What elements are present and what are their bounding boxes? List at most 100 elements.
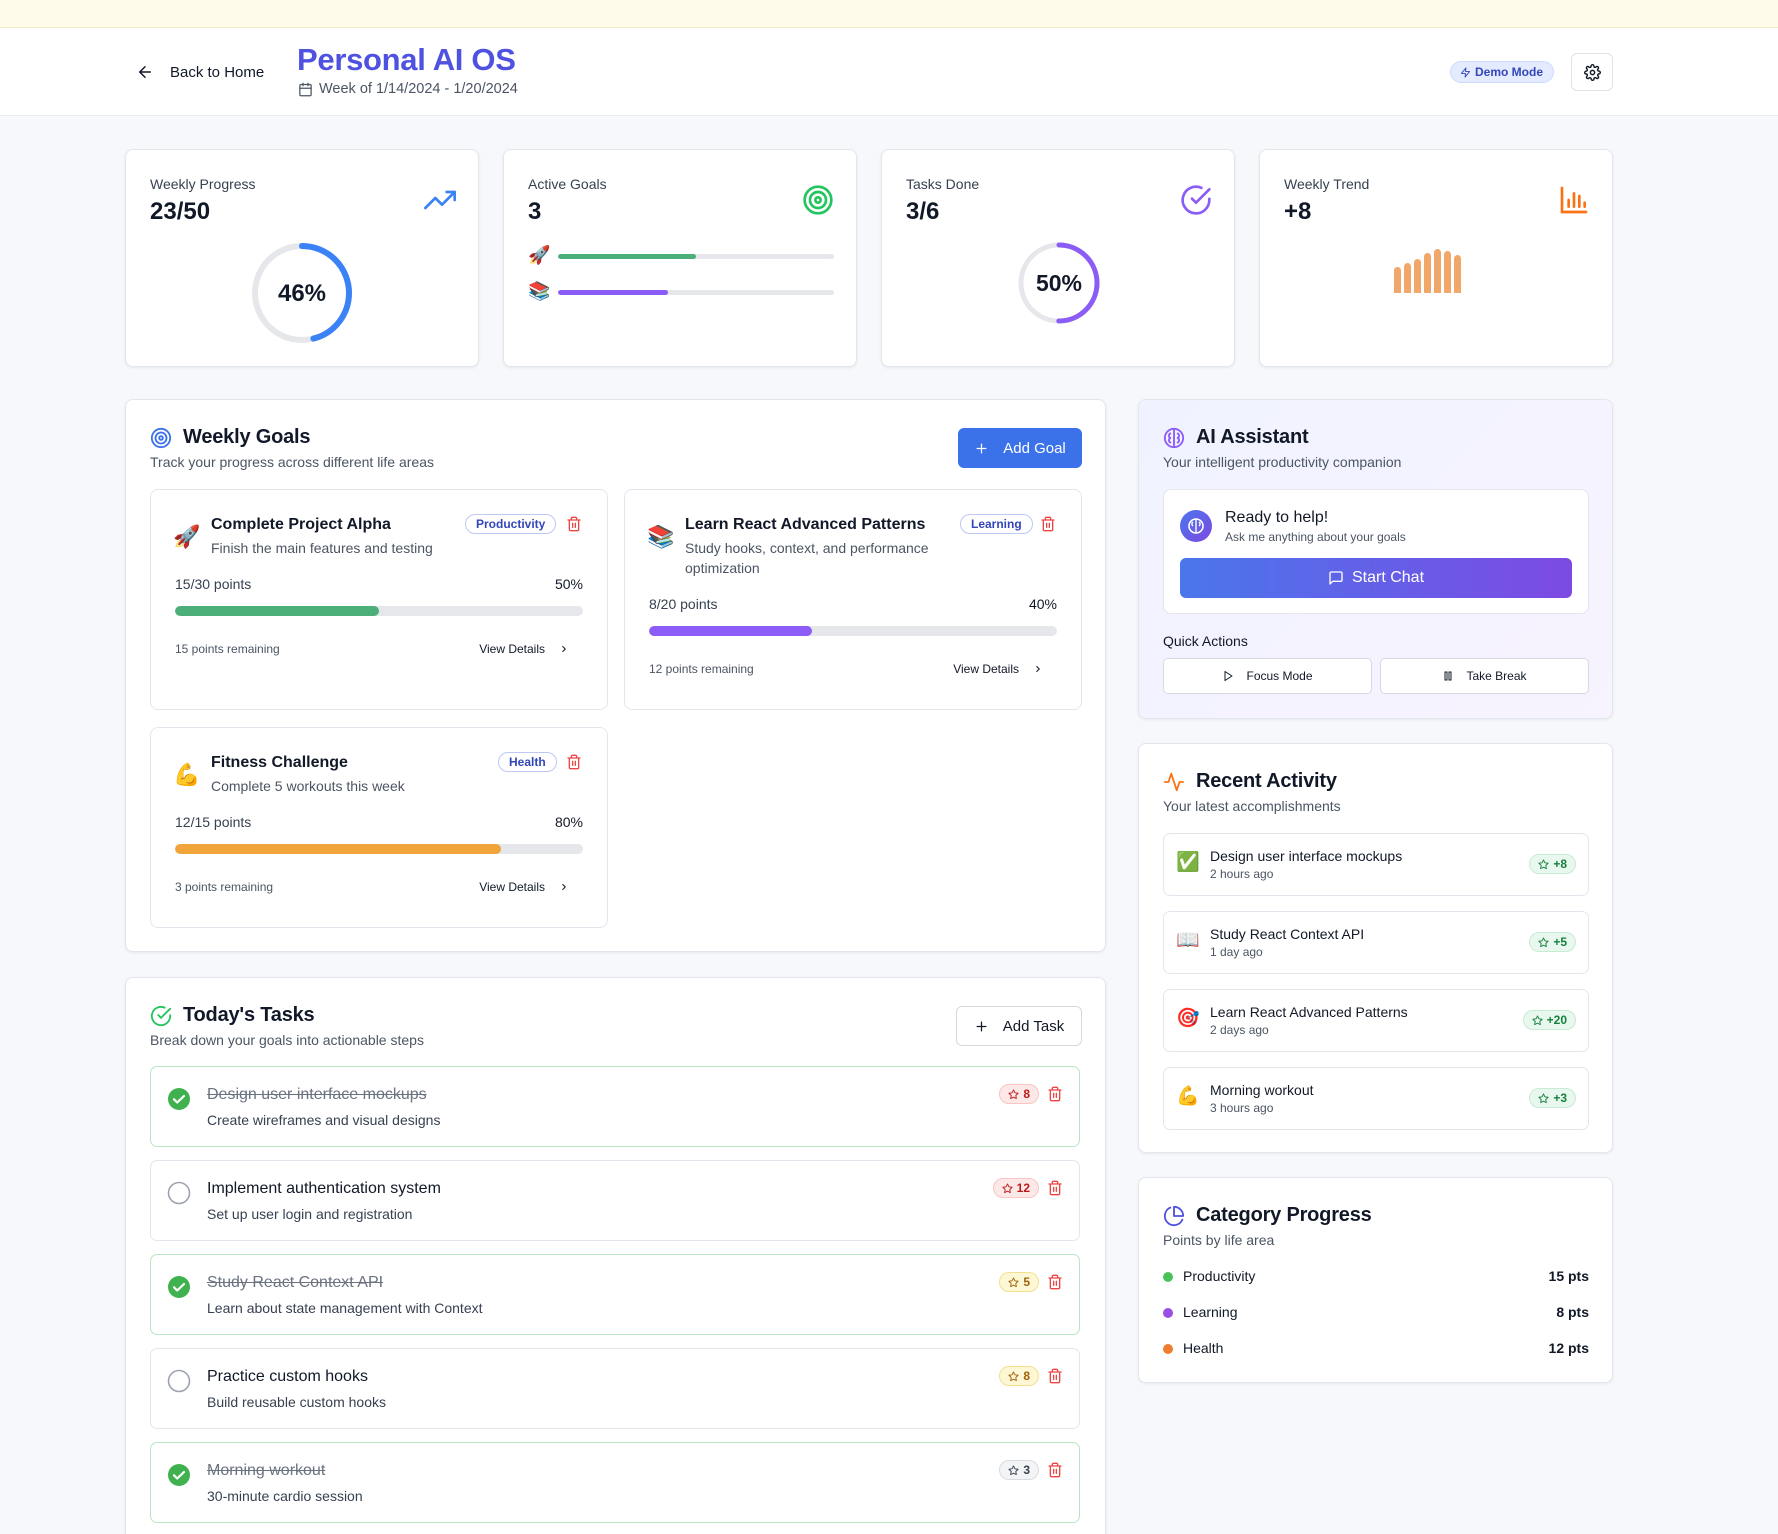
back-label: Back to Home (170, 63, 265, 81)
activity-title: Design user interface mockups (1210, 848, 1403, 864)
category-dot (1163, 1344, 1173, 1354)
category-name: Health (1183, 1340, 1224, 1356)
goal-remaining: 3 points remaining (175, 880, 274, 894)
checked-circle-icon[interactable] (167, 1275, 191, 1299)
checked-circle-icon[interactable] (167, 1087, 191, 1111)
view-details-label: View Details (479, 642, 545, 656)
add-goal-button[interactable]: Add Goal (958, 428, 1082, 468)
weekly-trend-card: Weekly Trend +8 (1259, 149, 1613, 367)
goal-category-badge: Health (498, 752, 557, 772)
weekly-goals-title: Weekly Goals (183, 426, 311, 448)
task-points: 3 (1023, 1463, 1030, 1477)
category-points: 12 pts (1548, 1340, 1589, 1356)
trash-icon[interactable] (566, 516, 582, 532)
task-points: 5 (1023, 1275, 1030, 1289)
unchecked-circle-icon[interactable] (167, 1369, 191, 1393)
settings-button[interactable] (1571, 53, 1613, 91)
goal-progress-bar (175, 606, 583, 616)
view-details-link[interactable]: View Details (479, 642, 569, 656)
activity-points: +8 (1553, 857, 1567, 871)
recent-activity-section: Recent Activity Your latest accomplishme… (1138, 743, 1613, 1153)
task-row[interactable]: Implement authentication system Set up us… (150, 1160, 1080, 1241)
trash-icon[interactable] (1040, 516, 1056, 532)
check-circle-icon (1181, 185, 1211, 215)
trash-icon[interactable] (1047, 1368, 1063, 1384)
rocket-icon: 🚀 (173, 524, 201, 549)
star-icon (1002, 1182, 1013, 1193)
goal-points: 12/15 points (175, 814, 252, 830)
trend-bar (1404, 263, 1411, 293)
activity-item: 🎯 Learn React Advanced Patterns 2 days ago… (1163, 989, 1589, 1052)
todays-tasks-title: Today's Tasks (183, 1004, 315, 1026)
tasks-done-value: 3/6 (906, 198, 940, 225)
add-task-button[interactable]: Add Task (956, 1006, 1082, 1046)
arrow-left-icon (139, 66, 151, 78)
ai-assistant-subtitle: Your intelligent productivity companion (1163, 454, 1402, 470)
focus-mode-label: Focus Mode (1246, 669, 1313, 683)
page-title: Personal AI OS (297, 42, 516, 77)
pause-icon (1444, 671, 1452, 681)
goal-progress-fill (175, 844, 502, 854)
task-row[interactable]: Design user interface mockups Create wire… (150, 1066, 1080, 1147)
category-row: Health 12 pts (1163, 1339, 1589, 1359)
trash-icon[interactable] (1047, 1274, 1063, 1290)
trash-icon[interactable] (566, 754, 582, 770)
trash-icon[interactable] (1047, 1462, 1063, 1478)
task-description: Learn about state management with Contex… (207, 1300, 483, 1316)
goal-progress-bar (175, 844, 583, 854)
trash-icon[interactable] (1047, 1180, 1063, 1196)
pie-chart-icon (1163, 1205, 1185, 1226)
trend-bar (1444, 251, 1451, 293)
goal-progress-fill (649, 626, 813, 636)
task-row[interactable]: Study React Context API Learn about state… (150, 1254, 1080, 1335)
calendar-icon (299, 82, 312, 96)
take-break-button[interactable]: Take Break (1380, 658, 1589, 694)
activity-points-badge: +3 (1529, 1088, 1576, 1108)
goal-points: 8/20 points (649, 596, 718, 612)
weekly-progress-ring-fill (252, 243, 352, 343)
view-details-link[interactable]: View Details (953, 662, 1043, 676)
task-row[interactable]: Practice custom hooks Build reusable cust… (150, 1348, 1080, 1429)
active-goal-bar-1-fill (558, 254, 696, 259)
task-points: 8 (1023, 1369, 1030, 1383)
category-points: 15 pts (1548, 1268, 1589, 1284)
bar-chart-icon (1560, 186, 1588, 214)
trash-icon[interactable] (1047, 1086, 1063, 1102)
view-details-link[interactable]: View Details (479, 880, 569, 894)
task-row[interactable]: Morning workout 30-minute cardio session 3 (150, 1442, 1080, 1523)
week-label: Week of 1/14/2024 - 1/20/2024 (319, 81, 518, 97)
category-name: Productivity (1183, 1268, 1256, 1284)
checked-circle-icon[interactable] (167, 1463, 191, 1487)
task-points-badge: 5 (999, 1272, 1039, 1292)
goal-progress-fill (175, 606, 379, 616)
open-book-icon: 📖 (1176, 930, 1200, 951)
app-header: Back to Home Personal AI OS Week of 1/14… (0, 28, 1778, 116)
task-points: 8 (1023, 1087, 1030, 1101)
top-banner (0, 0, 1778, 28)
weekly-goals-section: Weekly Goals Track your progress across … (125, 399, 1106, 952)
goal-card[interactable]: 📚 Learn React Advanced Patterns Study ho… (624, 489, 1082, 710)
unchecked-circle-icon[interactable] (167, 1181, 191, 1205)
view-details-label: View Details (479, 880, 545, 894)
goal-card[interactable]: 🚀 Complete Project Alpha Finish the main… (150, 489, 608, 710)
activity-points: +5 (1553, 935, 1567, 949)
check-mark-button-icon: ✅ (1176, 852, 1200, 873)
weekly-progress-card: Weekly Progress 23/50 46% (125, 149, 479, 367)
star-icon (1008, 1464, 1019, 1475)
back-to-home-link[interactable]: Back to Home (136, 63, 264, 81)
weekly-progress-ring: 46% (252, 243, 352, 343)
task-description: Set up user login and registration (207, 1206, 413, 1222)
check-circle-icon (150, 1005, 172, 1027)
focus-mode-button[interactable]: Focus Mode (1163, 658, 1372, 694)
books-icon: 📚 (647, 524, 675, 549)
start-chat-button[interactable]: Start Chat (1180, 558, 1572, 598)
active-goal-bar-2 (558, 290, 834, 295)
star-icon (1538, 1092, 1549, 1103)
goal-card[interactable]: 💪 Fitness Challenge Complete 5 workouts … (150, 727, 608, 928)
category-progress-section: Category Progress Points by life area Pr… (1138, 1177, 1613, 1383)
chevron-right-icon (562, 883, 566, 891)
category-dot (1163, 1272, 1173, 1282)
weekly-progress-value: 23/50 (150, 198, 211, 225)
task-points: 12 (1016, 1181, 1030, 1195)
star-icon (1008, 1088, 1019, 1099)
